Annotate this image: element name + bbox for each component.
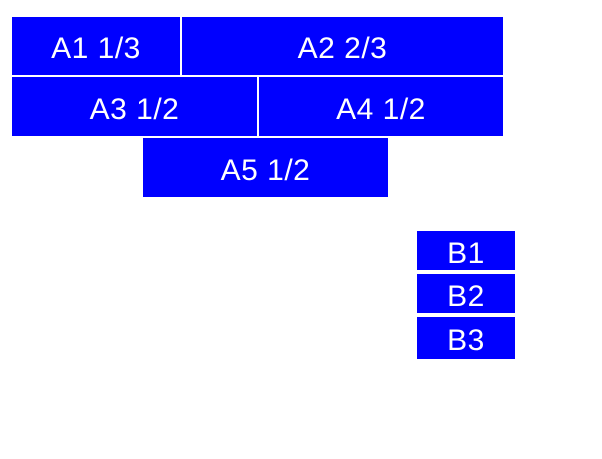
box-a4-label: A4 1/2 xyxy=(336,92,426,126)
box-a1: A1 1/3 xyxy=(12,17,180,75)
box-a1-label: A1 1/3 xyxy=(51,32,141,65)
box-b1-label: B1 xyxy=(447,236,485,270)
box-a2-label: A2 2/3 xyxy=(297,32,388,65)
box-a3: A3 1/2 xyxy=(12,77,257,136)
box-b2: B2 xyxy=(417,274,515,313)
box-b2-label: B2 xyxy=(447,279,485,313)
box-a3-label: A3 1/2 xyxy=(89,92,180,126)
box-a5-label: A5 1/2 xyxy=(220,153,311,187)
box-b1: B1 xyxy=(417,231,515,270)
box-a5: A5 1/2 xyxy=(143,138,388,197)
box-a4: A4 1/2 xyxy=(259,77,503,136)
box-b3: B3 xyxy=(417,317,515,359)
box-b3-label: B3 xyxy=(447,324,485,357)
box-a2: A2 2/3 xyxy=(182,17,503,75)
